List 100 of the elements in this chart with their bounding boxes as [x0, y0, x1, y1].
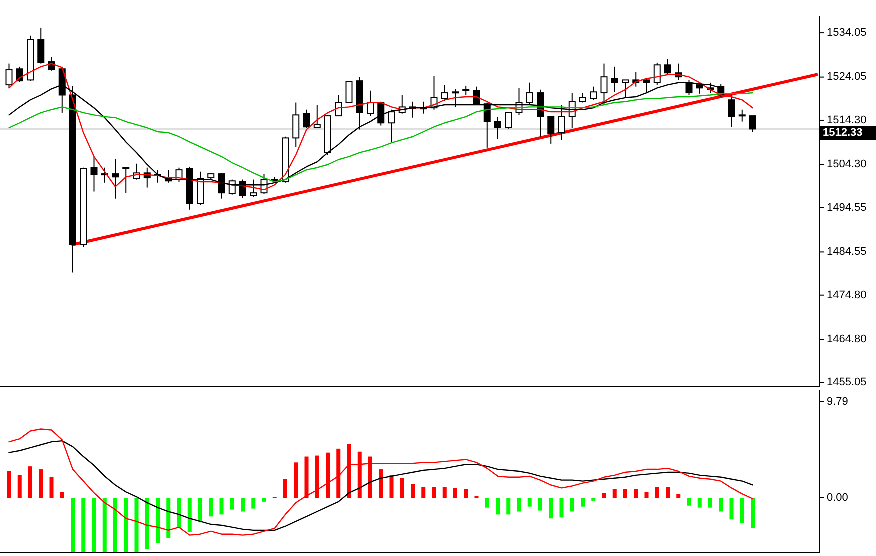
bar [730, 498, 734, 520]
bar [7, 472, 12, 498]
candlestick [38, 27, 45, 64]
bar [18, 475, 22, 498]
bar [612, 489, 617, 498]
bar [560, 498, 564, 518]
bar [581, 498, 585, 507]
bar [50, 477, 54, 498]
y-tick-label: 1484.55 [827, 246, 867, 258]
bar [496, 498, 500, 515]
bar [326, 452, 330, 498]
candlestick [367, 90, 374, 117]
bar [39, 470, 44, 498]
candlestick [90, 156, 98, 192]
bar [124, 498, 128, 552]
bar [188, 498, 192, 532]
bar [71, 498, 75, 552]
candlestick [303, 109, 310, 129]
bar [252, 498, 256, 509]
bar [454, 488, 458, 498]
candlestick [505, 112, 512, 130]
bar [411, 484, 415, 498]
bar [60, 492, 64, 498]
bar [315, 456, 320, 498]
candlestick [654, 62, 661, 86]
y-tick-label: 0.00 [827, 492, 848, 504]
bar [241, 498, 245, 512]
y-tick-label: 9.79 [827, 396, 848, 408]
bar [698, 498, 702, 508]
y-tick-label: 1494.55 [827, 202, 867, 214]
candlestick [112, 158, 119, 200]
bar [304, 456, 309, 498]
candlestick [728, 94, 736, 128]
candlestick [580, 92, 586, 104]
bar [751, 498, 755, 528]
bar [92, 498, 96, 552]
candlestick [664, 58, 672, 76]
bar [676, 494, 681, 498]
bar [358, 452, 362, 498]
bar [666, 487, 670, 498]
y-tick-label: 1514.30 [827, 114, 867, 126]
bar [198, 498, 202, 523]
candlestick [314, 104, 321, 129]
bar [655, 487, 660, 498]
bar [166, 498, 171, 538]
bar [336, 448, 341, 498]
bar [708, 498, 712, 508]
bar [517, 498, 522, 512]
ref-line-label: 1512.33 [823, 127, 863, 140]
candlestick [611, 66, 618, 93]
bar [102, 498, 107, 552]
candlestick [388, 109, 396, 144]
bar [719, 498, 724, 512]
bar [177, 498, 182, 528]
bar [506, 498, 511, 515]
candlestick [6, 63, 13, 89]
candlestick [335, 94, 342, 117]
bar [347, 444, 352, 498]
bar [740, 498, 744, 524]
bar [209, 498, 214, 517]
bar [570, 498, 574, 512]
bar [28, 466, 32, 498]
candlestick [558, 104, 566, 140]
bar [602, 493, 606, 498]
y-tick-label: 1474.80 [827, 289, 867, 302]
bar [134, 498, 139, 552]
bar [156, 498, 160, 544]
y-tick-label: 1464.80 [827, 334, 867, 346]
bar [114, 498, 118, 552]
bar [379, 470, 384, 498]
bar [390, 475, 394, 498]
candlestick [292, 102, 300, 148]
y-tick-label: 1455.05 [827, 376, 867, 389]
y-tick-label: 1504.30 [827, 158, 867, 171]
bar [368, 456, 372, 498]
candlestick [473, 86, 480, 106]
bar [284, 479, 288, 498]
bar [262, 498, 266, 502]
bar [230, 498, 234, 510]
bar [592, 498, 596, 501]
bar [145, 498, 150, 550]
candlestick [484, 102, 491, 148]
candlestick [738, 109, 746, 122]
candlestick [346, 81, 353, 104]
bar [422, 487, 426, 498]
bar [464, 489, 468, 498]
candlestick [452, 88, 459, 108]
bar [538, 498, 542, 511]
bar [485, 498, 490, 508]
candlestick [750, 116, 756, 132]
y-tick-label: 1534.05 [827, 26, 867, 39]
candlestick [122, 167, 130, 194]
bar [624, 489, 628, 498]
bar [220, 498, 224, 515]
bar [294, 462, 298, 498]
bar [432, 487, 436, 498]
candlestick [441, 84, 448, 102]
candlestick [590, 86, 598, 101]
bar [528, 498, 532, 507]
bar [687, 498, 692, 506]
